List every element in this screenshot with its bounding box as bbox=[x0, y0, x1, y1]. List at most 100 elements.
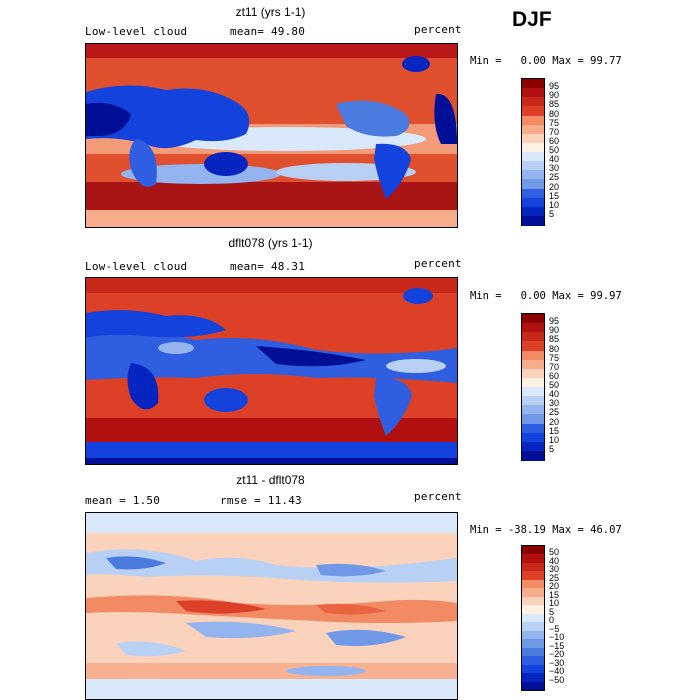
panel1-title: zt11 (yrs 1-1) bbox=[235, 5, 306, 19]
colorbar-cell bbox=[522, 546, 544, 555]
colorbar-tick-label: 25 bbox=[549, 172, 560, 183]
colorbar-cell bbox=[522, 571, 544, 581]
colorbar-cell bbox=[522, 387, 544, 397]
colorbar-cell bbox=[522, 188, 544, 199]
panel3-units: percent bbox=[414, 490, 462, 503]
colorbar-cell bbox=[522, 161, 544, 171]
panel3-max-label: Max = bbox=[552, 524, 584, 536]
colorbar-tick-label: 30 bbox=[549, 564, 560, 575]
colorbar-cell bbox=[522, 450, 544, 461]
colorbar-cell bbox=[522, 79, 544, 89]
colorbar-tick-label: 0 bbox=[549, 615, 555, 626]
colorbar-cell bbox=[522, 579, 544, 589]
colorbar-cell bbox=[522, 359, 544, 370]
panel2-mean-value: 48.31 bbox=[270, 260, 306, 273]
panel3-rmse-label: rmse = bbox=[220, 494, 261, 507]
colorbar-cell bbox=[522, 133, 544, 144]
colorbar-tick-label: 50 bbox=[549, 547, 560, 558]
panel1-mean: mean= 49.80 bbox=[230, 25, 305, 38]
colorbar-tick-label: 40 bbox=[549, 154, 560, 165]
colorbar-tick-label: −15 bbox=[549, 640, 565, 651]
colorbar-cell bbox=[522, 206, 544, 217]
colorbar-tick-label: −5 bbox=[549, 623, 560, 634]
colorbar-tick-label: 5 bbox=[549, 443, 555, 454]
colorbar-cell bbox=[522, 124, 544, 135]
colorbar-cell bbox=[522, 656, 544, 666]
colorbar-tick-label: 30 bbox=[549, 163, 560, 174]
panel3-map bbox=[85, 512, 458, 700]
colorbar-cell bbox=[522, 639, 544, 649]
panel3-map-svg bbox=[86, 513, 457, 699]
colorbar-cell bbox=[522, 341, 544, 351]
colorbar-cell bbox=[522, 432, 544, 443]
panel3-minmax: Min = -38.19 Max = 46.07 bbox=[470, 524, 622, 536]
panel3-rmse: rmse = 11.43 bbox=[220, 494, 302, 507]
colorbar-tick-label: 90 bbox=[549, 90, 560, 101]
colorbar-tick-label: 15 bbox=[549, 425, 560, 436]
colorbar-tick-label: 10 bbox=[549, 199, 560, 210]
colorbar-cell bbox=[522, 350, 544, 361]
colorbar-tick-label: 75 bbox=[549, 117, 560, 128]
colorbar-tick-label: 15 bbox=[549, 589, 560, 600]
colorbar-cell bbox=[522, 170, 544, 180]
colorbar-cell bbox=[522, 681, 544, 691]
colorbar-tick-label: 50 bbox=[549, 145, 560, 155]
colorbar-cell bbox=[522, 423, 544, 434]
panel2-colorbar bbox=[521, 313, 545, 461]
panel2-mean-label: mean= bbox=[230, 260, 265, 273]
colorbar-cell bbox=[522, 554, 544, 564]
colorbar-tick-label: 80 bbox=[549, 343, 560, 354]
panel3-rmse-value: 11.43 bbox=[267, 494, 302, 507]
panel1-map-svg bbox=[86, 44, 457, 227]
colorbar-tick-label: 25 bbox=[549, 572, 560, 583]
colorbar-tick-label: 85 bbox=[549, 334, 560, 345]
panel2-max-value: 99.97 bbox=[590, 290, 622, 302]
panel2-minmax: Min = 0.00 Max = 99.97 bbox=[470, 290, 622, 302]
colorbar-tick-label: 20 bbox=[549, 416, 560, 427]
colorbar-cell bbox=[522, 673, 544, 683]
panel2-min-value: 0.00 bbox=[520, 290, 546, 302]
colorbar-cell bbox=[522, 88, 544, 98]
colorbar-cell bbox=[522, 323, 544, 333]
panel1-mean-label: mean= bbox=[230, 25, 265, 38]
panel2-mean: mean= 48.31 bbox=[230, 260, 305, 273]
colorbar-tick-label: 90 bbox=[549, 325, 560, 336]
panel3-colorbar-ticks: 50 40 30 25 20 15 10 5 0 −5 −10 −15 −20 −30 −40 −50 bbox=[549, 545, 589, 689]
panel1-variable-label: Low-level cloud bbox=[85, 25, 188, 38]
panel2-variable-label: Low-level cloud bbox=[85, 260, 188, 273]
colorbar-cell bbox=[522, 613, 544, 623]
colorbar-tick-label: 60 bbox=[549, 135, 560, 146]
colorbar-tick-label: 40 bbox=[549, 389, 560, 400]
colorbar-cell bbox=[522, 414, 544, 424]
panel2-map bbox=[85, 277, 458, 465]
panel3-colorbar bbox=[521, 545, 545, 691]
panel1-min-label: Min = bbox=[470, 55, 502, 67]
panel1-max-value: 99.77 bbox=[590, 55, 622, 67]
colorbar-tick-label: 5 bbox=[549, 208, 555, 219]
panel2-map-svg bbox=[86, 278, 457, 464]
panel3-title: zt11 - dflt078 bbox=[236, 473, 305, 487]
colorbar-tick-label: 20 bbox=[549, 581, 560, 592]
colorbar-tick-label: 75 bbox=[549, 352, 560, 363]
colorbar-tick-label: 70 bbox=[549, 361, 560, 372]
colorbar-tick-label: −30 bbox=[549, 657, 565, 668]
panel2-colorbar-ticks: 95 90 85 80 75 70 60 50 40 30 25 20 15 10 5 bbox=[549, 313, 589, 459]
colorbar-cell bbox=[522, 605, 544, 615]
colorbar-tick-label: 5 bbox=[549, 606, 555, 617]
colorbar-cell bbox=[522, 377, 544, 388]
colorbar-cell bbox=[522, 197, 544, 208]
colorbar-cell bbox=[522, 647, 544, 657]
panel2-max-label: Max = bbox=[552, 290, 584, 302]
panel1-max-label: Max = bbox=[552, 55, 584, 67]
colorbar-cell bbox=[522, 368, 544, 379]
colorbar-cell bbox=[522, 405, 544, 415]
panel3-min-value: -38.19 bbox=[507, 524, 546, 536]
panel3-min-label: Min = bbox=[470, 524, 502, 536]
panel2-title: dflt078 (yrs 1-1) bbox=[228, 236, 313, 250]
colorbar-cell bbox=[522, 142, 544, 153]
colorbar-cell bbox=[522, 97, 544, 107]
colorbar-tick-label: −40 bbox=[549, 666, 565, 677]
colorbar-tick-label: 80 bbox=[549, 108, 560, 119]
panel1-minmax: Min = 0.00 Max = 99.77 bbox=[470, 55, 622, 67]
panel3-mean-value: 1.50 bbox=[132, 494, 161, 507]
